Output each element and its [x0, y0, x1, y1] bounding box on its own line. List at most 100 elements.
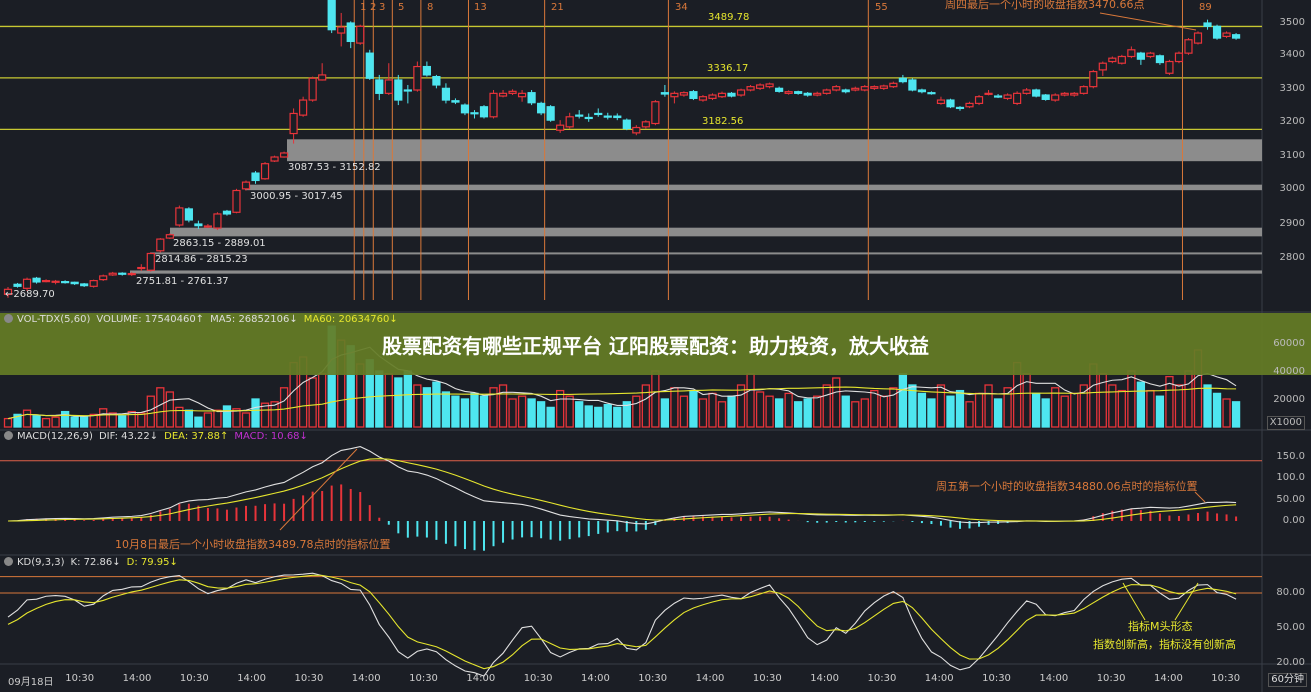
volume-tick: 20000 [1273, 394, 1305, 405]
candle [746, 84, 755, 92]
volume-bar [651, 370, 660, 428]
collapse-icon[interactable] [4, 314, 13, 323]
volume-bar [746, 373, 755, 428]
candle [194, 220, 203, 230]
candle [365, 49, 374, 80]
candle-body [832, 86, 841, 91]
macd-tick: 150.0 [1276, 451, 1305, 462]
candle [670, 91, 679, 104]
volume-bar [1146, 389, 1155, 428]
candle-body [413, 65, 422, 91]
candle [299, 96, 308, 117]
candle [851, 86, 860, 92]
volume-bar [1212, 392, 1222, 428]
candle [1032, 88, 1041, 98]
candle-body [746, 86, 755, 91]
candle-body [241, 181, 251, 190]
band-label: 3087.53 - 3152.82 [288, 162, 381, 173]
candle [584, 113, 593, 122]
volume-bar [660, 398, 670, 428]
candle [118, 272, 127, 276]
candle-body [860, 86, 869, 91]
volume-bar [679, 395, 689, 428]
candle [479, 105, 489, 119]
candle-body [346, 22, 355, 43]
volume-bar [260, 402, 270, 428]
candle [594, 108, 603, 117]
collapse-icon[interactable] [4, 557, 13, 566]
time-label: 10:30 [409, 673, 438, 684]
volume-bar [784, 392, 793, 428]
time-label: 10:30 [752, 673, 782, 684]
time-label: 14:00 [466, 673, 496, 684]
volume-header: VOL-TDX(5,60) VOLUME: 17540460↑ MA5: 26852… [4, 314, 404, 326]
candle-body [775, 87, 784, 92]
candle [403, 84, 412, 104]
candle-body [80, 283, 89, 287]
candle-body [984, 92, 993, 95]
candle [384, 63, 393, 96]
time-label: 14:00 [351, 673, 381, 684]
volume-bar [165, 391, 174, 428]
fib-label: 34 [675, 2, 688, 13]
volume-bar [460, 398, 470, 428]
volume-bar [375, 370, 384, 428]
candle [99, 274, 108, 281]
candle-body [584, 116, 593, 120]
price-tick: 2800 [1279, 252, 1305, 263]
macd-annotation-left: 10月8日最后一个小时收盘指数3489.78点时的指标位置 [115, 538, 391, 551]
candle [1212, 24, 1222, 40]
price-band [287, 139, 1262, 162]
candle-body [1098, 62, 1107, 71]
fib-label: 13 [474, 2, 487, 13]
candle-body [517, 92, 527, 98]
volume-bar [508, 398, 517, 428]
candle [241, 180, 251, 191]
fib-label: 55 [875, 2, 888, 13]
period-selector[interactable]: 60分钟 [1268, 673, 1307, 687]
candle-body [232, 189, 241, 213]
candle [232, 188, 241, 214]
volume-bar [3, 417, 13, 428]
volume-bar [51, 416, 60, 428]
time-label: 14:00 [1154, 673, 1183, 684]
time-label: 14:00 [581, 673, 610, 684]
volume-bar [765, 395, 774, 428]
volume-bar [498, 384, 508, 428]
volume-bar [1070, 392, 1079, 428]
candle-body [641, 121, 650, 128]
volume-bar [156, 387, 165, 428]
vol-name: VOL-TDX(5,60) [17, 314, 91, 325]
volume-bar [955, 389, 965, 428]
candle [441, 83, 451, 104]
volume-bar [451, 395, 460, 428]
candle [1098, 61, 1107, 76]
volume-bar [413, 384, 422, 428]
candle [41, 279, 51, 283]
candle [565, 112, 574, 129]
candle-body [537, 102, 546, 114]
candle [1117, 54, 1126, 65]
candle-body [156, 238, 165, 252]
candle-body [32, 277, 41, 283]
volume-bar [565, 395, 574, 428]
volume-bar [175, 406, 184, 428]
collapse-icon[interactable] [4, 431, 13, 440]
candle [108, 271, 117, 276]
candle-body [441, 87, 451, 101]
candle [632, 125, 641, 136]
candle-body [927, 92, 936, 95]
candle-body [222, 210, 232, 215]
candle [889, 81, 898, 88]
volume-bar [546, 406, 555, 428]
candle-body [213, 213, 222, 229]
volume-bar [118, 415, 127, 428]
volume-bar [822, 384, 831, 428]
candle-body [365, 52, 374, 79]
time-label: 14:00 [237, 673, 267, 684]
time-label: 14:00 [810, 673, 840, 684]
volume-bar [127, 410, 136, 428]
candle-body [546, 106, 555, 121]
candle [156, 238, 165, 253]
candle [1136, 51, 1145, 65]
